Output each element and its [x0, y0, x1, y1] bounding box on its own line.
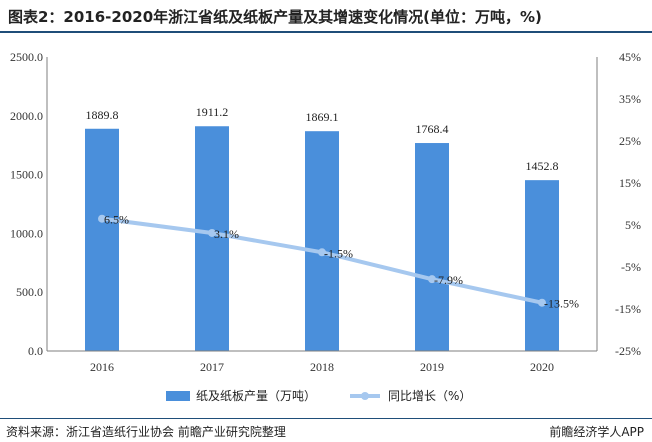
y-right-tick-label: 35% [619, 92, 641, 106]
y-left-tick-label: 2000.0 [10, 109, 43, 123]
bar-data-label: 1452.8 [526, 159, 559, 173]
bar [195, 126, 229, 351]
combo-chart: 1889.8 1911.2 1869.1 1768.4 1452.8 6.5% 3.1% -… [10, 50, 641, 403]
bar [305, 131, 339, 351]
y-left-tick-label: 500.0 [16, 285, 43, 299]
chart-title: 图表2：2016-2020年浙江省纸及纸板产量及其增速变化情况(单位：万吨，%) [8, 8, 542, 26]
line-data-label: 3.1% [214, 227, 239, 241]
source-note: 资料来源：浙江省造纸行业协会 前瞻产业研究院整理 [6, 425, 286, 439]
y-right-tick-label: -15% [615, 302, 641, 316]
y-left-tick-label: 0.0 [28, 344, 43, 358]
x-tick-label: 2017 [200, 360, 224, 374]
y-left-tick-label: 1000.0 [10, 226, 43, 240]
line-point [428, 275, 436, 284]
bar-data-label: 1889.8 [86, 108, 119, 122]
x-tick-label: 2016 [90, 360, 114, 374]
x-tick-label: 2020 [530, 360, 554, 374]
y-right-tick-label: 15% [619, 176, 641, 190]
bar [415, 143, 449, 351]
bar [525, 180, 559, 351]
brand-label: 前瞻经济学人APP [549, 425, 644, 439]
bar [85, 128, 119, 351]
y-left-tick-label: 1500.0 [10, 168, 43, 182]
legend-swatch-point [361, 392, 369, 400]
footer-divider [0, 418, 652, 419]
title-divider [0, 31, 652, 33]
line-point [538, 298, 546, 307]
x-tick-label: 2019 [420, 360, 444, 374]
x-tick-label: 2018 [310, 360, 334, 374]
y-right-tick-label: 25% [619, 134, 641, 148]
line-data-label: -1.5% [324, 246, 353, 260]
legend-label-line: 同比增长（%） [388, 389, 471, 403]
legend-label-bar: 纸及纸板产量（万吨） [196, 389, 316, 403]
y-right-tick-label: 45% [619, 50, 641, 64]
y-right-tick-label: 5% [625, 218, 641, 232]
y-right-tick-label: -5% [621, 260, 641, 274]
line-data-label: -13.5% [544, 297, 579, 311]
y-left-tick-label: 2500.0 [10, 50, 43, 64]
line-data-label: -7.9% [434, 273, 463, 287]
line-point [98, 214, 106, 223]
line-data-label: 6.5% [104, 213, 129, 227]
bar-data-label: 1768.4 [416, 122, 449, 136]
bar-data-label: 1911.2 [196, 105, 229, 119]
legend-swatch-bar [166, 391, 190, 401]
y-right-tick-label: -25% [615, 344, 641, 358]
bar-data-label: 1869.1 [306, 110, 339, 124]
line-point [208, 228, 216, 237]
line-point [318, 248, 326, 257]
